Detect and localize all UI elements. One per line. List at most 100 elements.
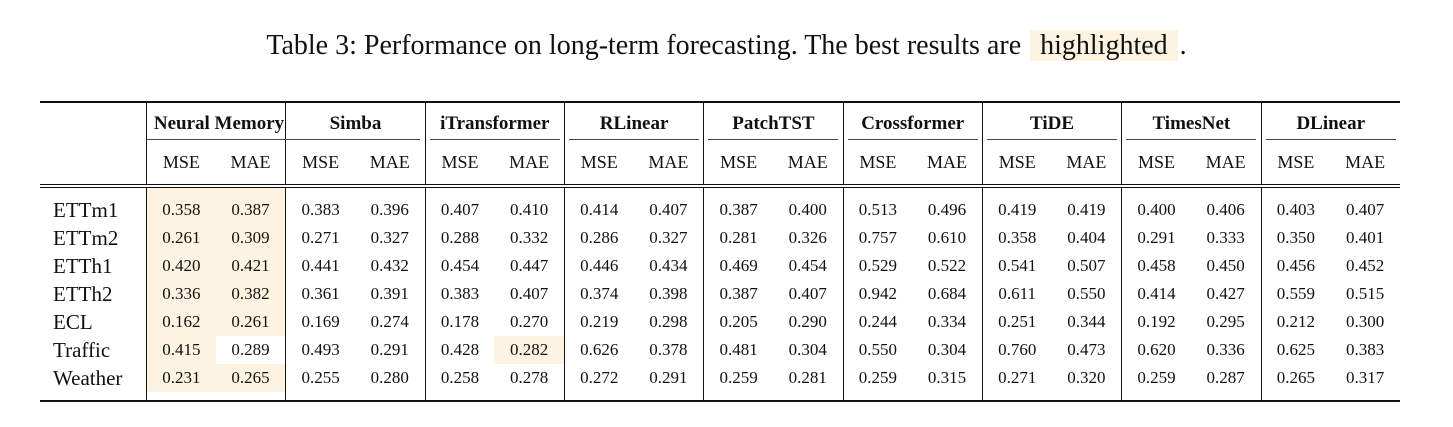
value-cell: 0.320 [1067,368,1106,387]
caption-label: Table 3: [266,30,357,61]
value-cell: 0.378 [649,340,688,359]
value-cell: 0.282 [494,336,564,364]
value-cell: 0.515 [1345,284,1385,303]
model-name: Neural Memory [147,113,291,140]
table-caption: Table 3: Performance on long-term foreca… [0,28,1453,64]
value-cell: 0.219 [563,308,634,336]
value-cell: 0.358 [981,224,1052,252]
value-cell: 0.231 [146,364,216,392]
value-cell: 0.382 [215,280,286,308]
metric-header-mse: MSE [842,149,913,184]
value-cell: 0.407 [509,284,549,303]
value-cell: 0.374 [563,280,634,308]
value-cell: 0.169 [285,308,355,336]
metric-header-mse: MSE [146,149,216,184]
value-cell: 0.271 [981,364,1052,392]
value-cell: 0.272 [563,364,634,392]
metric-header-mae: MAE [1066,152,1107,172]
value-cell: 0.205 [703,308,773,336]
value-cell: 0.278 [509,368,549,387]
value-cell: 0.550 [842,336,913,364]
metric-header-mse: MSE [981,149,1052,184]
dataset-label: ETTm1 [53,197,119,222]
results-table: Neural Memory Simba iTransformer RLinear Pat… [40,101,1400,402]
value-cell: 0.550 [1067,284,1106,303]
table-row: ECL 0.162 0.261 0.169 0.274 0.178 0.270 0.219 0.… [40,308,1400,336]
model-header-simba: Simba [285,103,424,149]
model-header-patchtst: PatchTST [703,103,842,149]
value-cell: 0.420 [146,252,216,280]
value-cell: 0.265 [215,364,286,392]
value-cell: 0.942 [842,280,913,308]
value-cell: 0.493 [285,336,355,364]
metric-header-mae: MAE [509,152,550,172]
dataset-label: Traffic [53,337,111,362]
value-cell: 0.407 [788,284,827,303]
value-cell: 0.251 [981,308,1052,336]
value-cell: 0.610 [927,228,967,247]
value-cell: 0.450 [1206,256,1245,275]
value-cell: 0.406 [1206,200,1245,219]
value-cell: 0.414 [563,196,634,224]
model-header-tide: TiDE [981,103,1121,149]
value-cell: 0.261 [215,308,286,336]
value-cell: 0.404 [1067,228,1106,247]
value-cell: 0.304 [788,340,827,359]
table-row: ETTh2 0.336 0.382 0.361 0.391 0.383 0.407 0.374… [40,280,1400,308]
metric-header-mse: MSE [424,149,495,184]
value-cell: 0.400 [788,200,827,219]
model-name: PatchTST [708,113,839,140]
value-cell: 0.387 [703,196,773,224]
value-cell: 0.300 [1345,312,1385,331]
value-cell: 0.358 [146,196,216,224]
metric-header-mae: MAE [369,152,410,172]
value-cell: 0.419 [981,196,1052,224]
value-cell: 0.315 [927,368,967,387]
value-cell: 0.281 [788,368,827,387]
dataset-label: ECL [53,309,93,334]
value-cell: 0.456 [1260,252,1331,280]
results-table-container: Neural Memory Simba iTransformer RLinear Pat… [40,101,1400,402]
value-cell: 0.496 [927,200,967,219]
value-cell: 0.192 [1121,308,1191,336]
value-cell: 0.333 [1206,228,1245,247]
value-cell: 0.258 [424,364,495,392]
caption-text: Performance on long-term forecasting. Th… [356,30,1029,61]
value-cell: 0.327 [649,228,688,247]
value-cell: 0.454 [788,256,827,275]
model-name: Simba [290,113,421,140]
value-cell: 0.407 [1345,200,1385,219]
value-cell: 0.513 [842,196,913,224]
dataset-label: ETTh1 [53,253,113,278]
value-cell: 0.162 [146,308,216,336]
value-cell: 0.760 [981,336,1052,364]
model-header-timesnet: TimesNet [1121,103,1260,149]
caption-suffix: . [1179,30,1187,61]
model-name: TimesNet [1126,113,1257,140]
value-cell: 0.326 [788,228,827,247]
value-cell: 0.428 [424,336,495,364]
value-cell: 0.286 [563,224,634,252]
value-cell: 0.541 [981,252,1052,280]
metric-header-mse: MSE [1121,149,1191,184]
metric-header-mse: MSE [285,149,355,184]
value-cell: 0.261 [146,224,216,252]
bottom-rule [40,400,1400,402]
value-cell: 0.281 [703,224,773,252]
value-cell: 0.244 [842,308,913,336]
value-cell: 0.398 [649,284,688,303]
value-cell: 0.334 [927,312,967,331]
value-cell: 0.427 [1206,284,1245,303]
value-cell: 0.757 [842,224,913,252]
value-cell: 0.383 [285,196,355,224]
metric-header-mae: MAE [1205,152,1246,172]
value-cell: 0.290 [788,312,827,331]
spacer-row [40,188,1400,196]
model-name: Crossformer [847,113,978,140]
value-cell: 0.414 [1121,280,1191,308]
value-cell: 0.391 [370,284,409,303]
value-cell: 0.344 [1067,312,1106,331]
value-cell: 0.469 [703,252,773,280]
value-cell: 0.271 [285,224,355,252]
value-cell: 0.259 [1121,364,1191,392]
